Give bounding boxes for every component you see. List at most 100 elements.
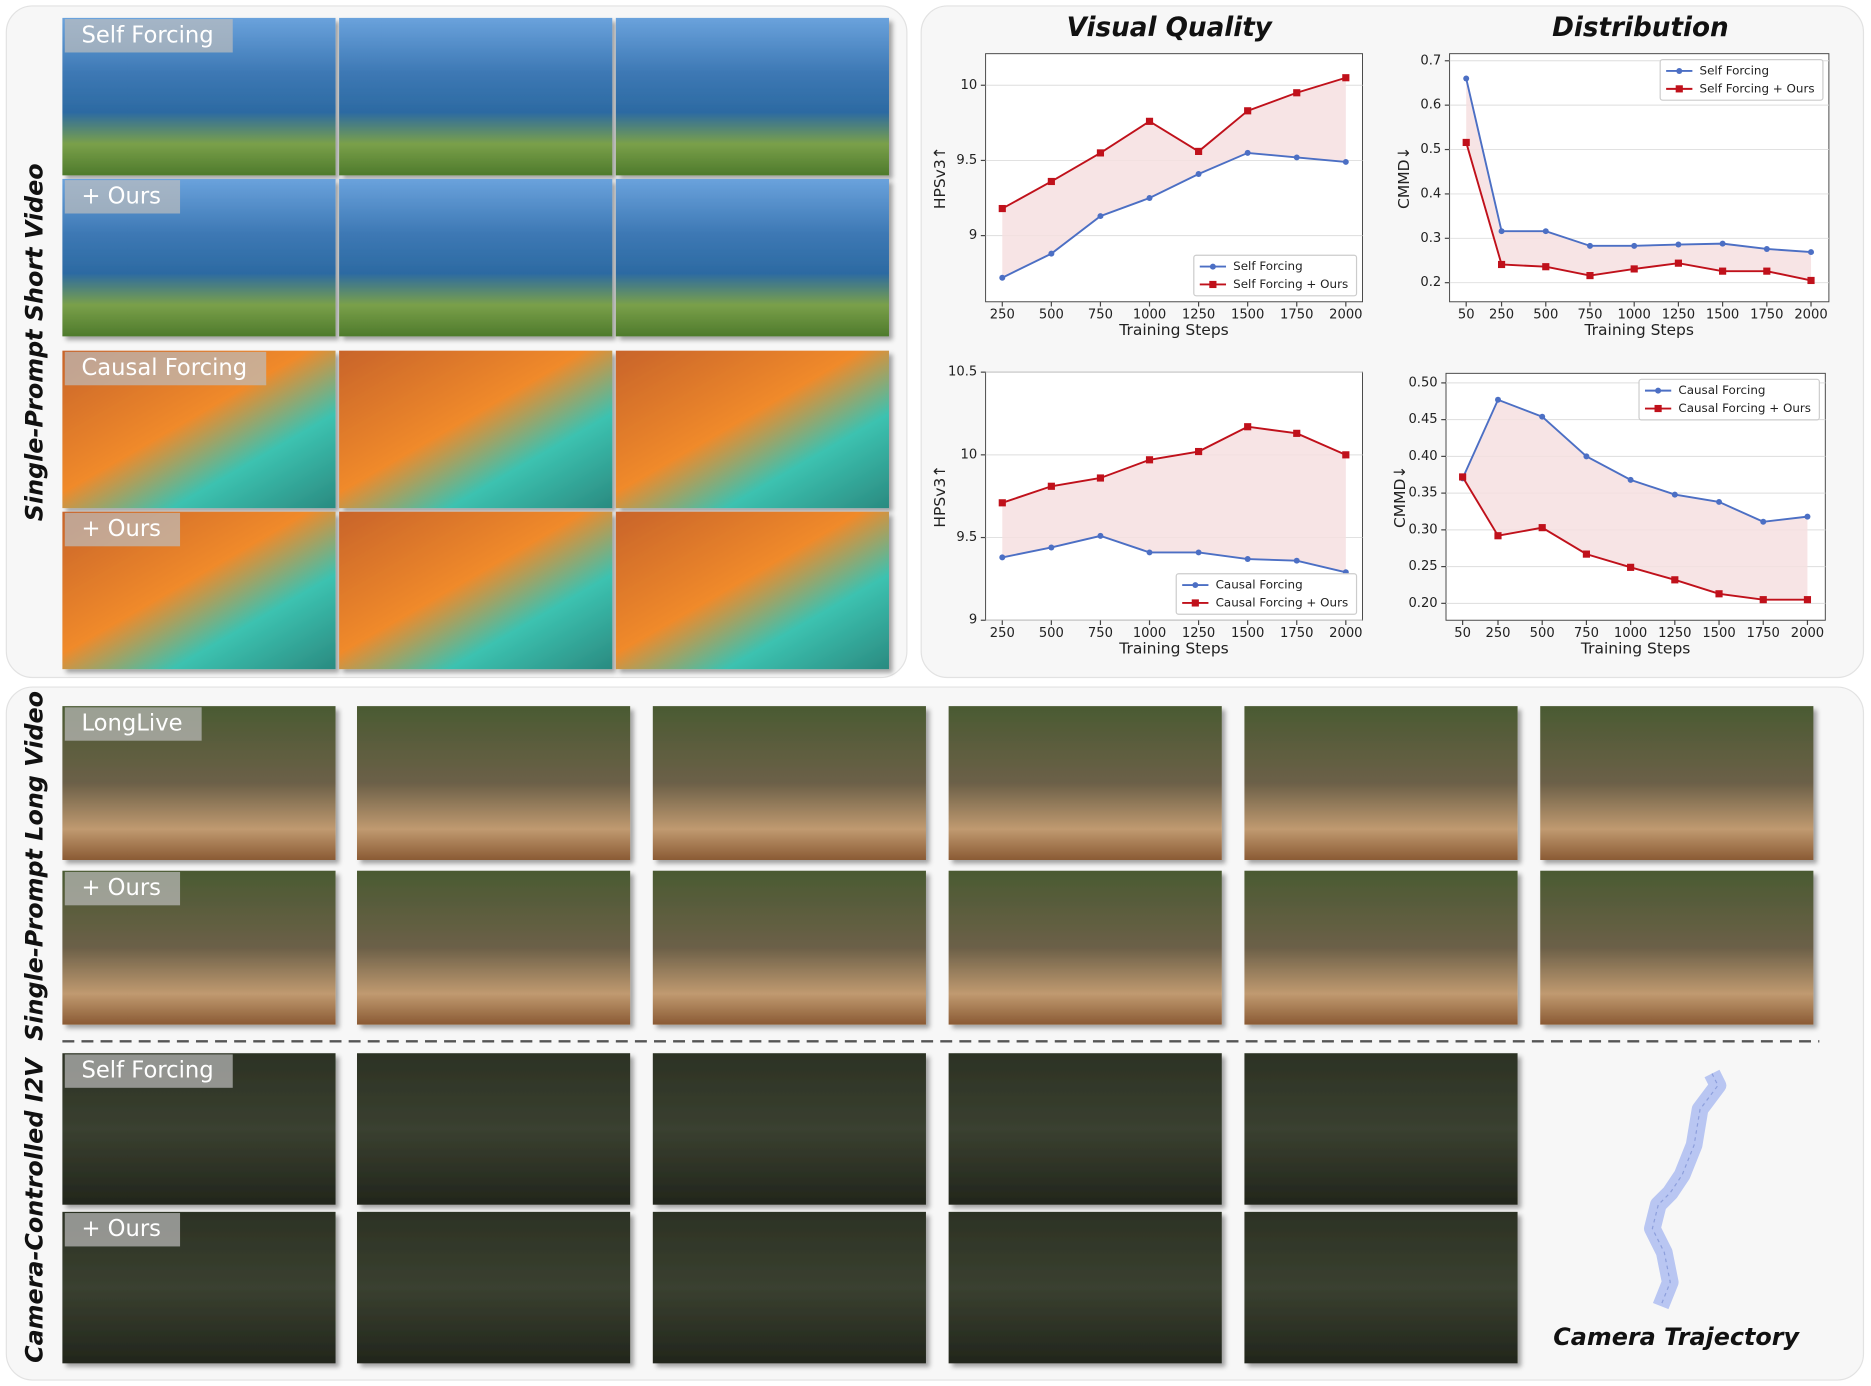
marker [1631, 242, 1638, 249]
row-label-bg [64, 19, 233, 53]
marker [1497, 260, 1506, 269]
marker [998, 499, 1006, 507]
marker [998, 204, 1006, 213]
legend-marker [1654, 404, 1662, 413]
marker [1342, 158, 1349, 165]
legend: Self Forcing Self Forcing + Ours [1659, 59, 1824, 101]
marker [1048, 250, 1055, 257]
video-frame [339, 17, 613, 176]
marker [1539, 413, 1546, 420]
x-tick-label: 1250 [1658, 626, 1691, 641]
video-frame [615, 350, 889, 509]
legend-box [1659, 59, 1824, 101]
marker [1047, 482, 1055, 490]
marker [1096, 149, 1105, 157]
marker [1146, 549, 1153, 556]
marker [1675, 241, 1682, 248]
x-tick-label: 1500 [1231, 307, 1264, 322]
row-label-bg [64, 707, 202, 741]
row-label: Causal Forcing [81, 355, 247, 381]
marker [1097, 213, 1104, 220]
marker [1195, 170, 1202, 177]
marker [1587, 242, 1593, 249]
marker [1542, 228, 1549, 235]
y-tick-label: 0.2 [1420, 275, 1441, 290]
row-label-bg [64, 351, 267, 386]
marker [1808, 249, 1815, 256]
row-label: + Ours [81, 875, 161, 901]
y-tick-label: 0.5 [1420, 142, 1441, 157]
y-tick-label: 10.5 [948, 365, 977, 380]
panel [5, 686, 1865, 1381]
y-tick-label: 0.6 [1420, 98, 1441, 113]
marker [1293, 89, 1301, 97]
legend-box [1193, 254, 1358, 297]
series-line [1002, 534, 1347, 574]
video-frame [1244, 870, 1518, 1025]
legend-marker [1209, 280, 1217, 289]
marker [1096, 474, 1105, 482]
legend-label: Causal Forcing [1678, 383, 1765, 397]
x-tick-label: 500 [1530, 626, 1555, 641]
row-label-bg [64, 1213, 181, 1247]
marker [1538, 524, 1546, 532]
marker [1542, 263, 1550, 271]
y-tick-label: 9.5 [956, 153, 977, 168]
x-tick-label: 1500 [1706, 307, 1739, 322]
video-frame [357, 1053, 631, 1205]
marker [1495, 396, 1501, 403]
video-frame [652, 870, 926, 1025]
y-tick-label: 0.45 [1408, 412, 1437, 427]
marker [1498, 228, 1505, 235]
video-frame [948, 1053, 1222, 1205]
marker [1342, 451, 1350, 459]
marker [1244, 149, 1251, 156]
trajectory-label: Camera Trajectory [1553, 1323, 1800, 1351]
fill-between [1462, 399, 1808, 600]
x-tick-label: 750 [1088, 626, 1113, 641]
video-frame [357, 1211, 631, 1364]
marker [1244, 423, 1252, 431]
chart-title: Distribution [1552, 13, 1729, 43]
marker [1719, 267, 1727, 275]
x-tick-label: 1000 [1618, 307, 1651, 322]
x-tick-label: 500 [1039, 307, 1064, 322]
legend: Self Forcing Self Forcing + Ours [1193, 254, 1358, 297]
y-tick-label: 10 [961, 78, 978, 93]
legend-label: Self Forcing + Ours [1700, 81, 1815, 95]
marker [1293, 429, 1301, 437]
chart-title: Visual Quality [1067, 13, 1274, 43]
x-tick-label: 2000 [1794, 307, 1827, 322]
x-tick-label: 2000 [1329, 626, 1362, 641]
x-tick-label: 750 [1574, 626, 1599, 641]
marker [1630, 265, 1638, 273]
video-frame [1540, 706, 1814, 860]
marker [1716, 498, 1723, 505]
x-tick-label: 1750 [1280, 307, 1313, 322]
section-title: Camera-Controlled I2V [21, 1056, 49, 1363]
marker [1494, 532, 1502, 540]
series-line [1001, 76, 1347, 210]
fill-between [1002, 426, 1346, 573]
legend-label: Causal Forcing [1216, 578, 1303, 592]
series-line [1001, 151, 1346, 279]
row-label-bg [64, 180, 181, 214]
legend-marker [1676, 67, 1683, 74]
y-tick-label: 0.50 [1408, 375, 1437, 390]
marker [1760, 518, 1767, 525]
marker [1195, 147, 1203, 155]
y-axis-label: CMMD↓ [1391, 466, 1409, 529]
marker [1627, 563, 1635, 571]
marker [1463, 75, 1470, 82]
video-frame [1540, 870, 1814, 1025]
video-frame [948, 870, 1222, 1025]
marker [1244, 556, 1251, 563]
video-frame [1244, 706, 1518, 860]
marker [1048, 544, 1055, 551]
legend-box [1175, 573, 1358, 615]
x-tick-label: 750 [1577, 307, 1602, 322]
y-tick-label: 10 [961, 447, 978, 462]
marker [1804, 513, 1811, 520]
x-tick-label: 2000 [1329, 307, 1362, 322]
section-title: Single-Prompt Short Video [21, 163, 49, 521]
